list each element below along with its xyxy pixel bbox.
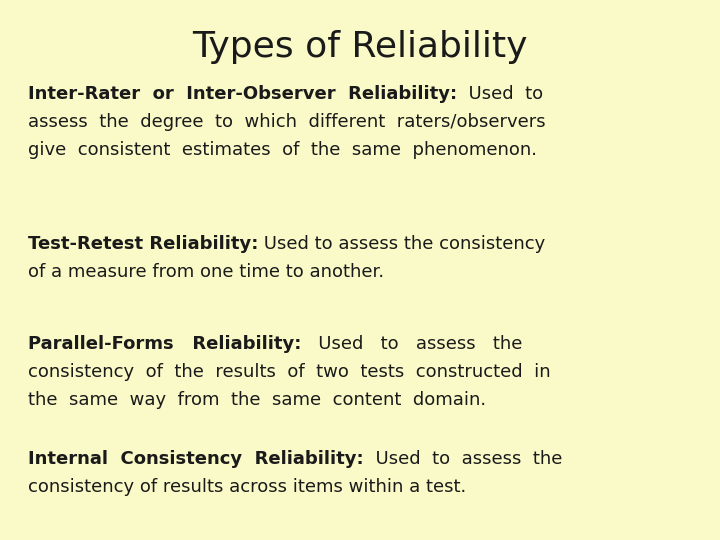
Text: Parallel-Forms   Reliability:: Parallel-Forms Reliability:: [28, 335, 302, 353]
Text: Test-Retest Reliability:: Test-Retest Reliability:: [28, 235, 258, 253]
Text: consistency of results across items within a test.: consistency of results across items with…: [28, 478, 467, 496]
Text: Used   to   assess   the: Used to assess the: [302, 335, 523, 353]
Text: Inter-Rater  or  Inter-Observer  Reliability:: Inter-Rater or Inter-Observer Reliabilit…: [28, 85, 457, 103]
Text: give  consistent  estimates  of  the  same  phenomenon.: give consistent estimates of the same ph…: [28, 141, 537, 159]
Text: Used  to  assess  the: Used to assess the: [364, 450, 562, 468]
Text: Used to assess the consistency: Used to assess the consistency: [258, 235, 546, 253]
Text: Used  to: Used to: [457, 85, 544, 103]
Text: consistency  of  the  results  of  two  tests  constructed  in: consistency of the results of two tests …: [28, 363, 551, 381]
Text: assess  the  degree  to  which  different  raters/observers: assess the degree to which different rat…: [28, 113, 546, 131]
Text: Types of Reliability: Types of Reliability: [192, 30, 528, 64]
Text: of a measure from one time to another.: of a measure from one time to another.: [28, 263, 384, 281]
Text: Internal  Consistency  Reliability:: Internal Consistency Reliability:: [28, 450, 364, 468]
Text: the  same  way  from  the  same  content  domain.: the same way from the same content domai…: [28, 391, 486, 409]
